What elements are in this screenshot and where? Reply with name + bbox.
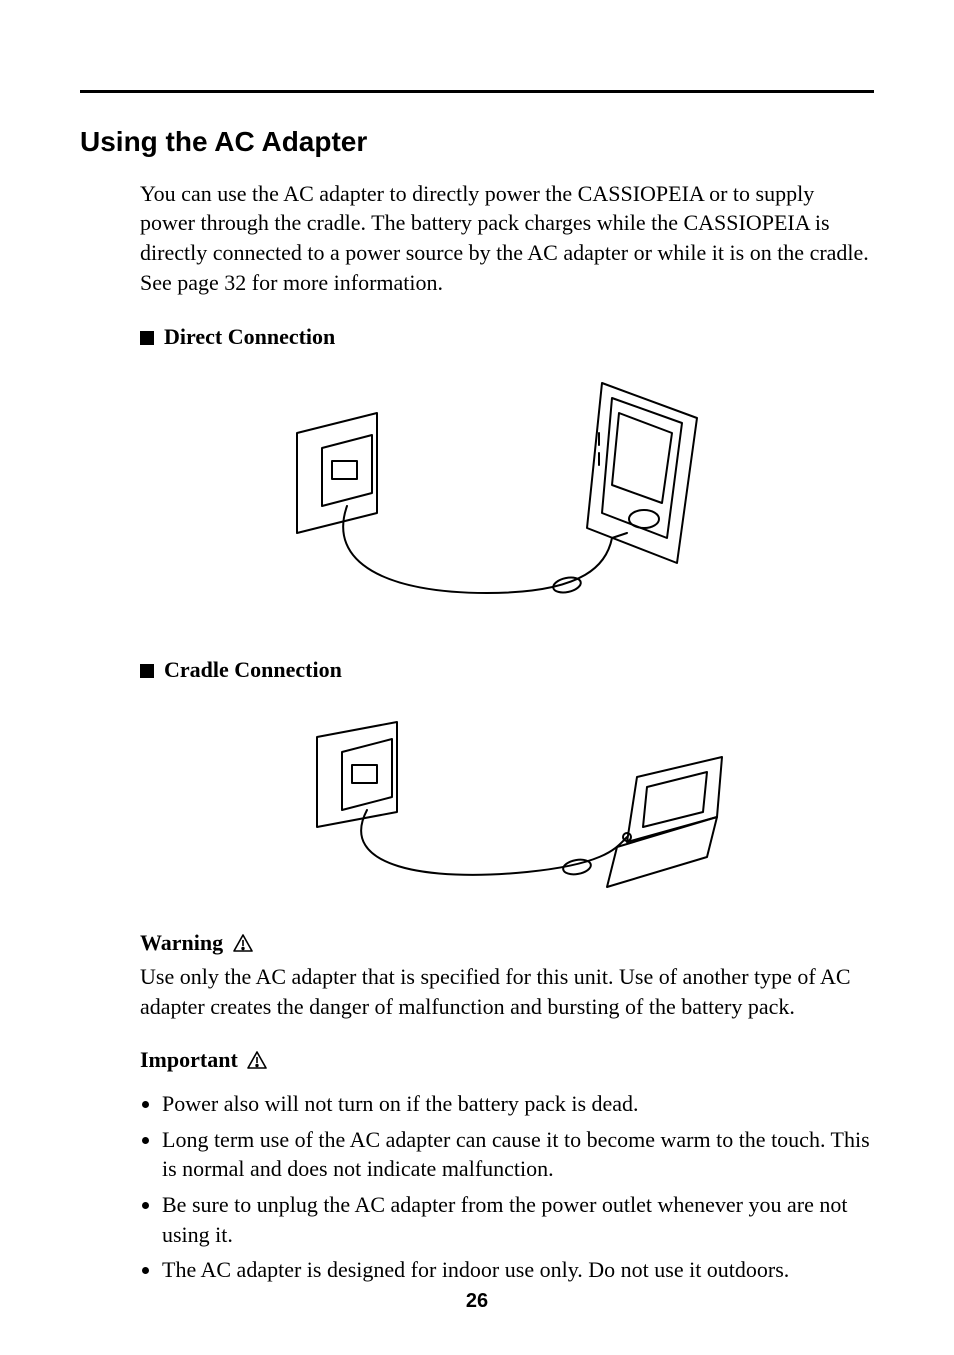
manual-page: Using the AC Adapter You can use the AC … — [0, 0, 954, 1355]
subhead-cradle-label: Cradle Connection — [164, 657, 342, 682]
list-item: The AC adapter is designed for indoor us… — [162, 1255, 874, 1285]
cradle-connection-illustration — [267, 697, 747, 897]
body-content: You can use the AC adapter to directly p… — [140, 179, 874, 1285]
important-label: Important — [140, 1047, 238, 1072]
warning-icon — [233, 930, 253, 960]
subhead-direct-label: Direct Connection — [164, 324, 335, 349]
warning-label: Warning — [140, 930, 223, 955]
square-bullet-icon — [140, 664, 154, 678]
warning-text: Use only the AC adapter that is specifie… — [140, 962, 874, 1021]
section-title: Using the AC Adapter — [80, 123, 874, 161]
list-item: Be sure to unplug the AC adapter from th… — [162, 1190, 874, 1249]
list-item: Power also will not turn on if the batte… — [162, 1089, 874, 1119]
warning-icon — [247, 1047, 267, 1077]
list-item: Long term use of the AC adapter can caus… — [162, 1125, 874, 1184]
square-bullet-icon — [140, 331, 154, 345]
important-list: Power also will not turn on if the batte… — [140, 1089, 874, 1285]
subhead-direct: Direct Connection — [140, 322, 874, 352]
top-rule — [80, 90, 874, 93]
intro-paragraph: You can use the AC adapter to directly p… — [140, 179, 874, 298]
warning-heading: Warning — [140, 928, 874, 960]
figure-cradle-connection — [140, 697, 874, 905]
important-heading: Important — [140, 1045, 874, 1077]
subhead-cradle: Cradle Connection — [140, 655, 874, 685]
page-number: 26 — [0, 1288, 954, 1315]
figure-direct-connection — [140, 363, 874, 631]
direct-connection-illustration — [267, 363, 747, 623]
